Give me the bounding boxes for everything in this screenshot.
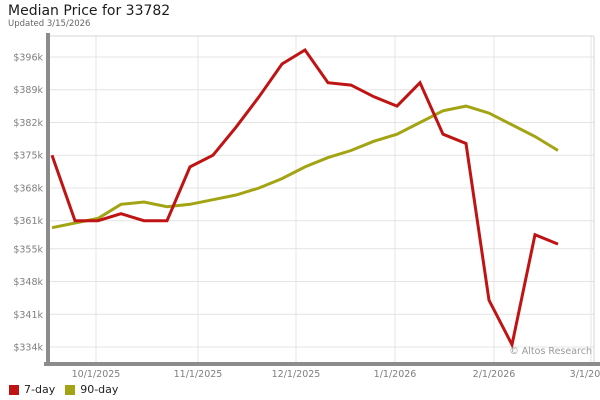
x-axis-bar [44, 362, 600, 366]
legend-label-90-day: 90-day [80, 383, 119, 396]
series-line-90-day [51, 104, 559, 230]
x-tick-label: 11/1/2025 [174, 369, 223, 380]
watermark: © Altos Research [509, 346, 592, 357]
y-tick-label: $355k [13, 244, 43, 255]
y-tick-label: $368k [13, 183, 43, 194]
legend-label-7-day: 7-day [24, 383, 56, 396]
chart-title: Median Price for 33782 [8, 3, 171, 19]
y-tick-label: $334k [13, 343, 43, 354]
y-tick-label: $361k [13, 216, 43, 227]
y-tick-label: $389k [13, 85, 43, 96]
x-tick-label: 2/1/2026 [473, 369, 516, 380]
legend-item-90-day: 90-day [65, 383, 118, 396]
y-tick-label: $375k [13, 151, 43, 162]
y-axis-bar [46, 33, 50, 366]
legend-swatch-7-day-icon [9, 384, 19, 395]
chart-subtitle: Updated 3/15/2026 [8, 19, 91, 29]
chart-legend: 7-day 90-day [9, 383, 128, 396]
series-line-7-day [50, 47, 559, 350]
y-tick-label: $341k [13, 310, 43, 321]
x-tick-label: 1/1/2026 [374, 369, 417, 380]
x-tick-label: 10/1/2025 [72, 369, 121, 380]
x-tick-label: 12/1/2025 [272, 369, 321, 380]
y-tick-label: $396k [13, 53, 43, 64]
y-tick-label: $348k [13, 277, 43, 288]
legend-item-7-day: 7-day [9, 383, 55, 396]
x-tick-label: 3/1/2026 [570, 369, 600, 380]
y-tick-label: $382k [13, 118, 43, 129]
legend-swatch-90-day-icon [65, 384, 76, 395]
